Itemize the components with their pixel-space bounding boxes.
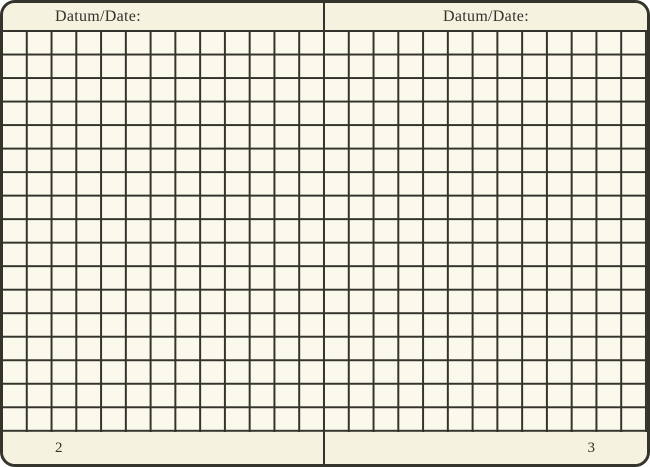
grid-writing-area-right[interactable] — [325, 30, 647, 432]
page-footer-right: 3 — [325, 432, 647, 464]
date-header-left: Datum/Date: — [3, 3, 325, 30]
page-number-left: 2 — [55, 439, 63, 456]
page-left: Datum/Date: 2 — [3, 3, 325, 464]
page-number-right: 3 — [587, 439, 596, 456]
page-footer-left: 2 — [3, 432, 325, 464]
date-label-left: Datum/Date: — [55, 7, 141, 25]
grid-writing-area-left[interactable] — [3, 30, 325, 432]
page-right: Datum/Date: 3 — [325, 3, 647, 464]
date-label-right: Datum/Date: — [443, 7, 529, 25]
date-header-right: Datum/Date: — [325, 3, 647, 30]
